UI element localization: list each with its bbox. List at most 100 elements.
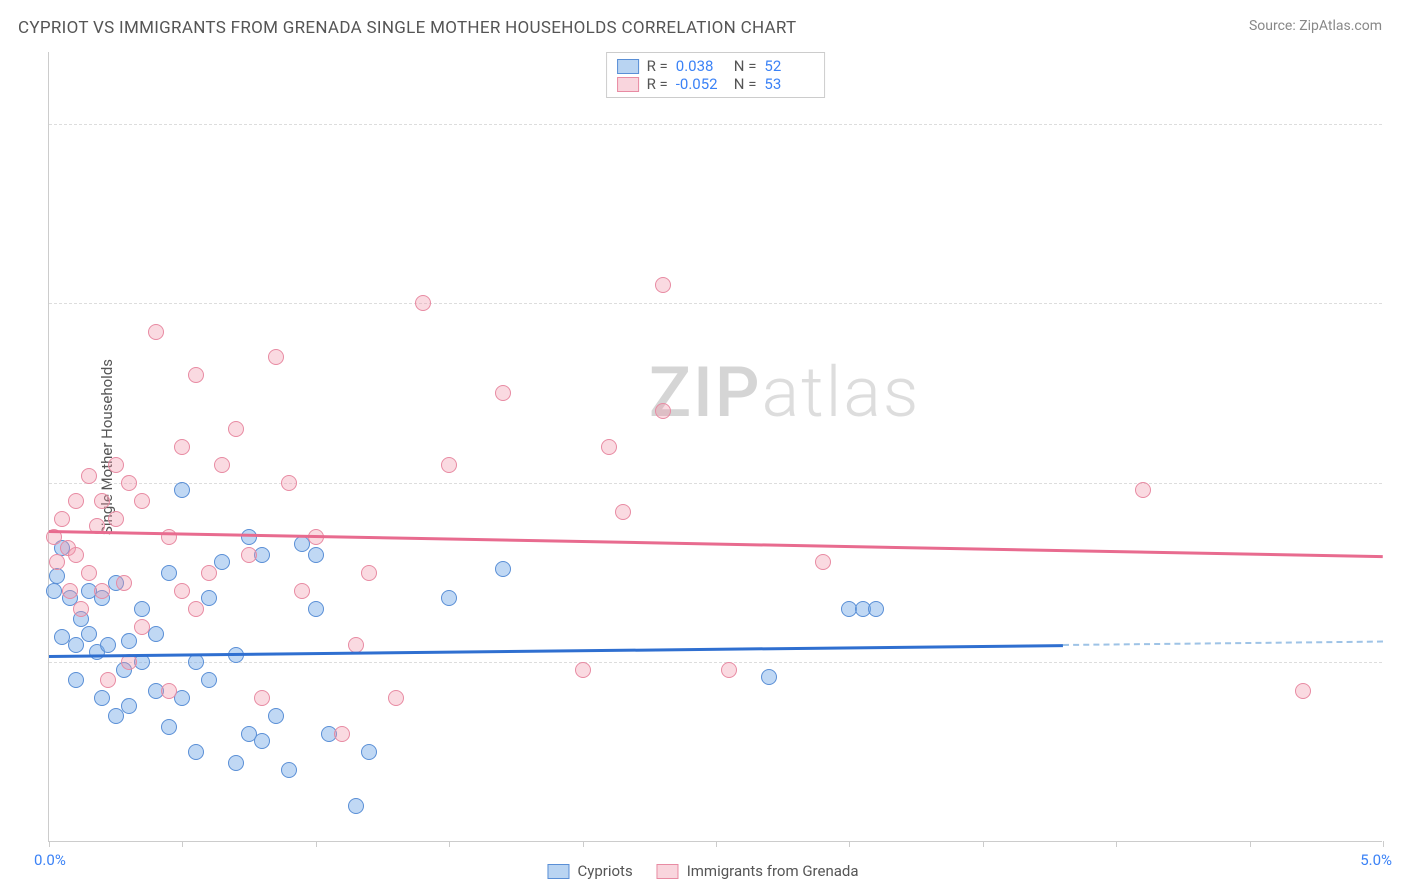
scatter-point [81, 565, 97, 581]
stats-row: R = -0.052 N = 53 [617, 75, 815, 93]
watermark-light: atlas [762, 352, 921, 434]
scatter-point [228, 421, 244, 437]
scatter-point [174, 583, 190, 599]
gridline [49, 662, 1382, 663]
legend-item: Cypriots [547, 862, 632, 880]
y-tick-label: 10.0% [1387, 474, 1406, 492]
scatter-point [348, 798, 364, 814]
scatter-point [201, 565, 217, 581]
gridline [49, 124, 1382, 125]
scatter-point [334, 726, 350, 742]
stat-r-label: R = [647, 57, 668, 75]
scatter-point [49, 568, 65, 584]
scatter-point [575, 662, 591, 678]
scatter-point [241, 547, 257, 563]
scatter-point [108, 511, 124, 527]
scatter-point [721, 662, 737, 678]
scatter-point [868, 601, 884, 617]
scatter-point [108, 457, 124, 473]
scatter-point [308, 547, 324, 563]
scatter-point [148, 324, 164, 340]
x-tick [1116, 841, 1117, 847]
scatter-point [121, 633, 137, 649]
x-tick [983, 841, 984, 847]
scatter-point [161, 719, 177, 735]
scatter-point [81, 468, 97, 484]
y-tick-label: 20.0% [1387, 115, 1406, 133]
chart-source: Source: ZipAtlas.com [1249, 18, 1382, 34]
x-tick [182, 841, 183, 847]
scatter-point [54, 511, 70, 527]
scatter-point [441, 457, 457, 473]
x-tick [449, 841, 450, 847]
watermark-bold: ZIP [649, 352, 762, 434]
scatter-point [68, 637, 84, 653]
scatter-point [116, 575, 132, 591]
scatter-point [308, 601, 324, 617]
scatter-point [268, 708, 284, 724]
scatter-point [361, 744, 377, 760]
legend-label: Cypriots [577, 862, 632, 880]
x-tick [1250, 841, 1251, 847]
scatter-point [268, 349, 284, 365]
scatter-point [601, 439, 617, 455]
scatter-point [815, 554, 831, 570]
scatter-point [73, 601, 89, 617]
scatter-point [121, 654, 137, 670]
x-tick [583, 841, 584, 847]
x-tick-label: 5.0% [1360, 851, 1392, 869]
stats-row: R = 0.038 N = 52 [617, 57, 815, 75]
swatch-blue [617, 59, 639, 74]
scatter-point [188, 367, 204, 383]
scatter-point [134, 493, 150, 509]
scatter-point [134, 601, 150, 617]
stat-n-label: N = [734, 75, 757, 93]
stat-n-value: 53 [764, 75, 814, 93]
scatter-point [46, 583, 62, 599]
stat-r-label: R = [647, 75, 668, 93]
x-tick-label: 0.0% [34, 851, 66, 869]
scatter-point [495, 561, 511, 577]
swatch-blue [547, 864, 569, 879]
scatter-point [348, 637, 364, 653]
scatter-point [188, 601, 204, 617]
scatter-point [121, 475, 137, 491]
scatter-point [49, 554, 65, 570]
scatter-point [228, 755, 244, 771]
scatter-point [495, 385, 511, 401]
scatter-point [188, 654, 204, 670]
scatter-point [174, 439, 190, 455]
legend-label: Immigrants from Grenada [687, 862, 859, 880]
scatter-point [100, 672, 116, 688]
watermark: ZIPatlas [649, 352, 921, 434]
x-tick [1383, 841, 1384, 847]
scatter-point [241, 529, 257, 545]
trendline [49, 644, 1063, 657]
scatter-point [174, 482, 190, 498]
scatter-point [100, 637, 116, 653]
scatter-point [201, 590, 217, 606]
x-tick [316, 841, 317, 847]
trendline [1063, 641, 1383, 647]
stat-r-value: 0.038 [676, 57, 726, 75]
scatter-point [108, 708, 124, 724]
stats-legend-box: R = 0.038 N = 52 R = -0.052 N = 53 [606, 52, 826, 98]
scatter-point [68, 672, 84, 688]
scatter-point [161, 683, 177, 699]
y-tick-label: 15.0% [1387, 294, 1406, 312]
swatch-pink [617, 77, 639, 92]
scatter-point [281, 475, 297, 491]
chart-title: CYPRIOT VS IMMIGRANTS FROM GRENADA SINGL… [18, 18, 796, 38]
scatter-point [68, 547, 84, 563]
chart-header: CYPRIOT VS IMMIGRANTS FROM GRENADA SINGL… [0, 0, 1406, 46]
scatter-point [615, 504, 631, 520]
scatter-point [294, 583, 310, 599]
x-tick [49, 841, 50, 847]
stat-n-value: 52 [764, 57, 814, 75]
scatter-point [361, 565, 377, 581]
scatter-point [201, 672, 217, 688]
stat-r-value: -0.052 [676, 75, 726, 93]
x-tick [716, 841, 717, 847]
scatter-point [655, 277, 671, 293]
scatter-point [761, 669, 777, 685]
